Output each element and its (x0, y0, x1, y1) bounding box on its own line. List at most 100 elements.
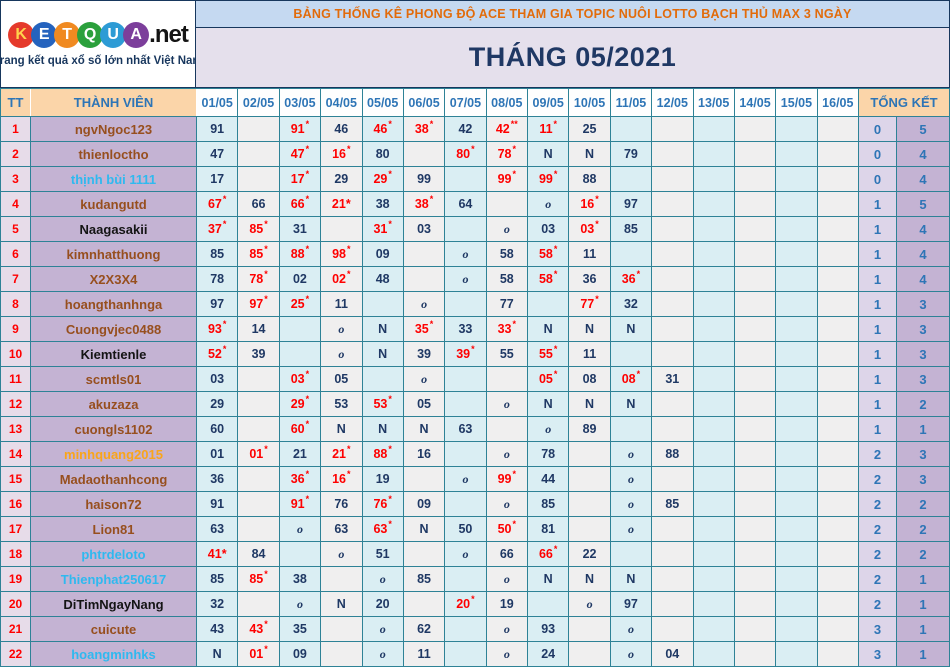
day-cell (817, 267, 858, 291)
member-name[interactable]: DiTimNgayNang (31, 592, 196, 616)
member-name[interactable]: hoangthanhnga (31, 292, 196, 316)
member-name[interactable]: haison72 (31, 492, 196, 516)
day-cell (776, 242, 817, 266)
top-bar: K E T Q U A .net Trang kết quả xổ số lớn nhất … (0, 0, 950, 88)
member-name[interactable]: kimnhatthuong (31, 242, 196, 266)
day-cell (776, 592, 817, 616)
day-cell: 16* (321, 467, 362, 491)
member-name[interactable]: akuzaza (31, 392, 196, 416)
day-cell: 88 (652, 442, 693, 466)
day-cell: 31 (279, 217, 321, 241)
date-header: 04/05 (321, 89, 362, 116)
day-cell (776, 642, 817, 666)
day-cell: o (403, 292, 445, 316)
day-cell: 47 (197, 142, 238, 166)
day-cell: 36* (610, 267, 652, 291)
row-number: 5 (1, 217, 30, 241)
day-cell (776, 142, 817, 166)
member-name[interactable]: kudangutd (31, 192, 196, 216)
member-name[interactable]: Lion81 (31, 517, 196, 541)
day-cell (734, 442, 776, 466)
day-cell: 32 (610, 292, 652, 316)
summary-col2-cell: 2 (897, 517, 949, 541)
day-cell (693, 592, 734, 616)
day-cell: 66 (486, 542, 527, 566)
day-cell: 55 (486, 342, 527, 366)
day-cell: 77 (486, 292, 527, 316)
day-cell: 88* (279, 242, 321, 266)
day-cell: 99* (486, 167, 527, 191)
day-cell (817, 592, 858, 616)
day-cell: o (445, 267, 486, 291)
day-cell: 84 (238, 542, 279, 566)
member-header: THÀNH VIÊN (31, 89, 196, 116)
summary-col2-cell: 3 (897, 342, 949, 366)
member-name[interactable]: ngvNgoc123 (31, 117, 196, 141)
summary-col2-cell: 5 (897, 117, 949, 141)
day-cell: N (569, 142, 610, 166)
row-number: 3 (1, 167, 30, 191)
day-cell: o (610, 617, 652, 641)
member-name[interactable]: Kiemtienle (31, 342, 196, 366)
member-name[interactable]: cuicute (31, 617, 196, 641)
summary-col1-cell: 2 (859, 592, 896, 616)
day-cell (279, 317, 321, 341)
summary-col2-cell: 4 (897, 242, 949, 266)
day-cell: 97 (610, 592, 652, 616)
day-cell: 66* (528, 542, 569, 566)
member-name[interactable]: Cuongvjec0488 (31, 317, 196, 341)
day-cell: 76 (321, 492, 362, 516)
logo-letter-icon: A (123, 22, 150, 48)
date-header: 01/05 (197, 89, 238, 116)
member-name[interactable]: thienloctho (31, 142, 196, 166)
member-name[interactable]: X2X3X4 (31, 267, 196, 291)
day-cell: 05 (321, 367, 362, 391)
day-cell: 11 (321, 292, 362, 316)
day-cell (610, 167, 652, 191)
day-cell: 78 (197, 267, 238, 291)
day-cell (693, 292, 734, 316)
member-name[interactable]: Naagasakii (31, 217, 196, 241)
day-cell: 16* (321, 142, 362, 166)
day-cell: 60* (279, 417, 321, 441)
summary-col1-cell: 1 (859, 367, 896, 391)
day-cell (652, 267, 693, 291)
day-cell: o (610, 642, 652, 666)
day-cell (734, 642, 776, 666)
date-header: 13/05 (693, 89, 734, 116)
day-cell: o (486, 567, 527, 591)
day-cell: 33* (486, 317, 527, 341)
day-cell: N (569, 567, 610, 591)
row-number: 4 (1, 192, 30, 216)
member-name[interactable]: Thienphat250617 (31, 567, 196, 591)
summary-col2-cell: 1 (897, 592, 949, 616)
day-cell: N (362, 342, 403, 366)
day-cell: 37* (197, 217, 238, 241)
day-cell: 14 (238, 317, 279, 341)
member-name[interactable]: minhquang2015 (31, 442, 196, 466)
day-cell (445, 567, 486, 591)
day-cell: N (197, 642, 238, 666)
day-cell (817, 367, 858, 391)
day-cell: 24 (528, 642, 569, 666)
day-cell (403, 467, 445, 491)
day-cell (238, 592, 279, 616)
member-name[interactable]: cuongls1102 (31, 417, 196, 441)
day-cell (652, 117, 693, 141)
day-cell (734, 292, 776, 316)
summary-header: TỔNG KẾT (859, 89, 949, 116)
row-number: 12 (1, 392, 30, 416)
member-name[interactable]: thịnh bùi 1111 (31, 167, 196, 191)
logo-letter-icon: E (31, 22, 58, 48)
day-cell (776, 367, 817, 391)
day-cell: 02 (279, 267, 321, 291)
member-name[interactable]: hoangminhks (31, 642, 196, 666)
day-cell: 50 (445, 517, 486, 541)
summary-col2-cell: 4 (897, 167, 949, 191)
day-cell: 64 (445, 192, 486, 216)
summary-col2-cell: 3 (897, 367, 949, 391)
site-logo[interactable]: K E T Q U A .net Trang kết quả xổ số lớn nhất … (0, 0, 203, 88)
member-name[interactable]: phtrdeloto (31, 542, 196, 566)
member-name[interactable]: Madaothanhcong (31, 467, 196, 491)
member-name[interactable]: scmtls01 (31, 367, 196, 391)
